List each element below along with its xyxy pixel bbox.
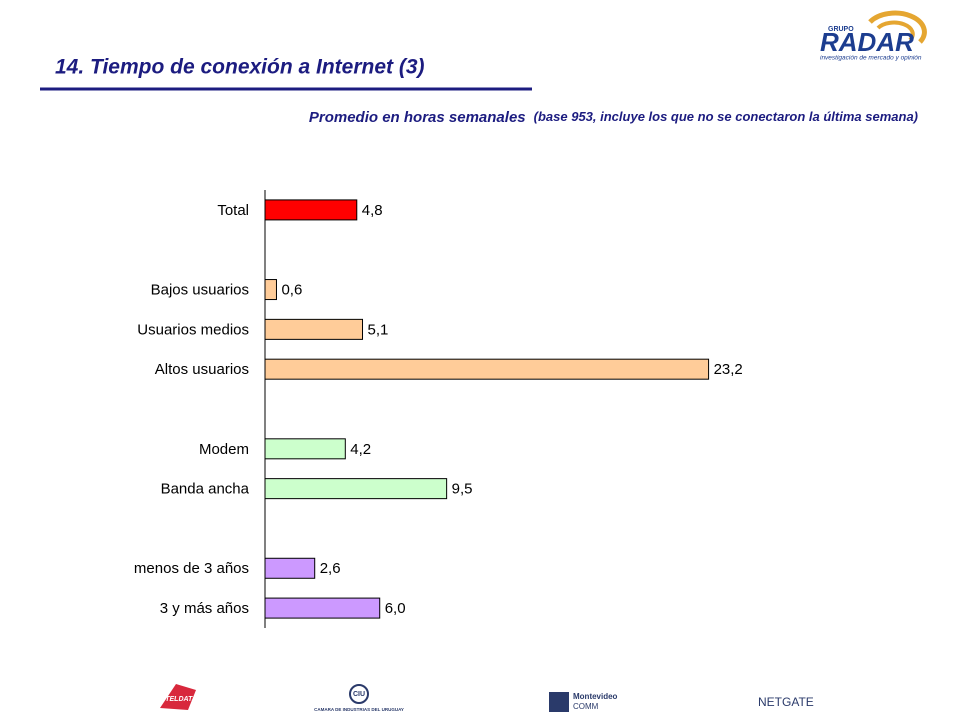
- anteldata-icon: [160, 684, 196, 710]
- netgate-logo: NETGATE: [758, 695, 814, 709]
- logo-group: GRUPO: [828, 26, 854, 33]
- category-label: Altos usuarios: [155, 361, 249, 378]
- logo-arc: [868, 10, 927, 44]
- slide-title: 14. Tiempo de conexión a Internet (3): [55, 56, 425, 79]
- bar: [264, 358, 710, 380]
- ciu-logo: CIU: [353, 691, 365, 698]
- bar: [264, 597, 381, 619]
- bar: [264, 438, 346, 460]
- ciu-icon: [349, 684, 369, 704]
- category-label: Bajos usuarios: [151, 282, 249, 299]
- logo-tagline: investigación de mercado y opinión: [820, 55, 922, 62]
- category-label: Usuarios medios: [137, 321, 249, 338]
- bar: [264, 279, 277, 301]
- bar: [264, 557, 316, 579]
- category-label: Banda ancha: [161, 481, 250, 498]
- value-label: 2,6: [320, 560, 341, 577]
- footer-logos: ANTELDATA CIU CAMARA DE INDUSTRIAS DEL U…: [154, 684, 814, 712]
- bar: [264, 318, 364, 340]
- subtitle-main: Promedio en horas semanales: [309, 109, 526, 126]
- subtitle: Promedio en horas semanales (base 953, in…: [309, 109, 918, 126]
- value-label: 23,2: [714, 361, 743, 378]
- category-label: menos de 3 años: [134, 560, 249, 577]
- chart: Total 4,8 Bajos usuarios 0,6 Usuarios medios…: [134, 190, 743, 628]
- bar: [264, 478, 448, 500]
- value-label: 9,5: [452, 481, 473, 498]
- logo-name: RADAR: [820, 27, 914, 57]
- subtitle-note: (base 953, incluye los que no se conecta…: [534, 109, 918, 124]
- value-label: 5,1: [368, 321, 389, 338]
- category-label: Total: [217, 202, 249, 219]
- montevideo-icon: [549, 692, 569, 712]
- ciu-name: CAMARA DE INDUSTRIAS DEL URUGUAY: [314, 707, 404, 712]
- logo-arc: [876, 20, 915, 42]
- value-label: 6,0: [385, 600, 406, 617]
- value-label: 0,6: [281, 282, 302, 299]
- category-label: 3 y más años: [160, 600, 249, 617]
- value-label: 4,2: [350, 441, 371, 458]
- bar: [264, 199, 358, 221]
- category-label: Modem: [199, 441, 249, 458]
- comm-logo: COMM: [573, 702, 599, 711]
- montevideo-logo: Montevideo: [573, 692, 618, 701]
- value-label: 4,8: [362, 202, 383, 219]
- anteldata-logo: ANTELDATA: [154, 696, 197, 703]
- radar-logo: GRUPO RADAR investigación de mercado y o…: [820, 10, 927, 62]
